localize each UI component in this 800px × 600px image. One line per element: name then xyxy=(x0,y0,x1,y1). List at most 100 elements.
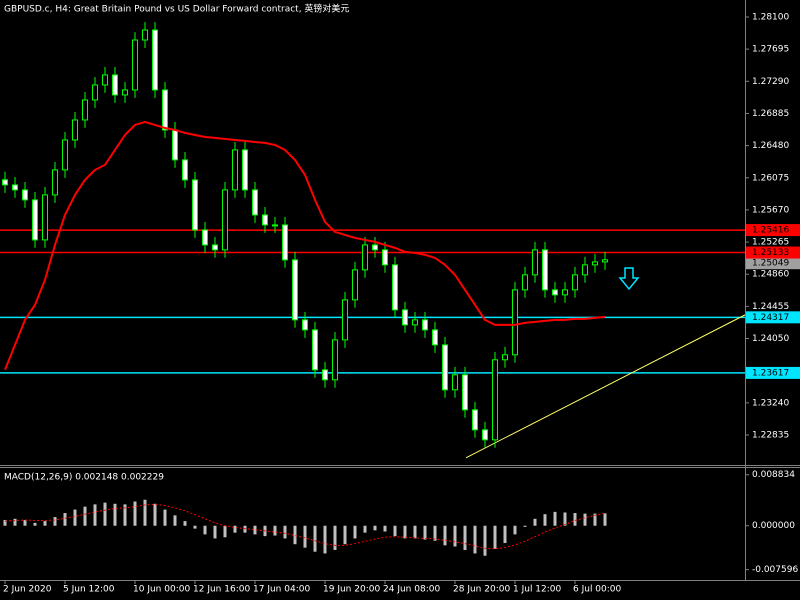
price-label-box xyxy=(746,224,800,237)
candle-body xyxy=(372,244,378,251)
candle-body xyxy=(452,374,458,391)
histogram-bar xyxy=(323,525,327,554)
histogram-bar xyxy=(583,513,587,526)
histogram-bar xyxy=(193,525,197,529)
histogram-bar xyxy=(163,509,167,526)
histogram-bar xyxy=(433,525,437,541)
histogram-bar xyxy=(63,513,67,526)
candle-body xyxy=(182,159,188,181)
histogram-bar xyxy=(103,502,107,526)
y-tick-label: 1.27695 xyxy=(752,45,789,55)
histogram-bar xyxy=(543,514,547,526)
candle-body xyxy=(272,224,278,227)
price-label: 1.25133 xyxy=(752,248,789,258)
candle-body xyxy=(542,249,548,291)
x-tick-label: 10 Jun 00:00 xyxy=(133,585,190,595)
histogram-bar xyxy=(93,504,97,526)
y-tick-label: 1.22835 xyxy=(752,430,789,440)
candle-body xyxy=(132,39,138,91)
candle-body xyxy=(592,261,598,266)
candle-body xyxy=(282,224,288,261)
candle-body xyxy=(262,214,268,226)
histogram-bar xyxy=(373,525,377,531)
histogram-bar xyxy=(173,515,177,526)
candle-body xyxy=(602,259,608,263)
candle-body xyxy=(512,289,518,356)
histogram-bar xyxy=(403,525,407,539)
candle-body xyxy=(362,244,368,271)
y-tick-label: 1.25670 xyxy=(752,205,789,215)
y-tick-label: 0.008834 xyxy=(752,470,795,480)
histogram-bar xyxy=(13,518,17,526)
histogram-bar xyxy=(143,499,147,526)
candle-body xyxy=(112,74,118,96)
histogram-bar xyxy=(353,525,357,539)
histogram-bar xyxy=(233,525,237,533)
y-tick-label: -0.007596 xyxy=(752,565,798,575)
histogram-bar xyxy=(3,519,7,526)
candle-body xyxy=(32,199,38,241)
sell-arrow xyxy=(618,267,640,291)
y-tick-label: 1.25265 xyxy=(752,238,789,248)
histogram-bar xyxy=(573,513,577,526)
price-label: 1.24317 xyxy=(752,313,789,323)
candle-body xyxy=(212,244,218,251)
candle-body xyxy=(442,344,448,391)
histogram-bar xyxy=(463,525,467,550)
histogram-bar xyxy=(283,525,287,539)
histogram-bar xyxy=(423,525,427,540)
histogram-bar xyxy=(213,525,217,539)
x-tick-label: 5 Jun 12:00 xyxy=(63,585,115,595)
histogram-bar xyxy=(503,525,507,544)
candle-body xyxy=(232,149,238,191)
candle-body xyxy=(82,99,88,121)
x-tick-label: 6 Jul 00:00 xyxy=(573,585,622,595)
candle-body xyxy=(292,259,298,321)
moving-average xyxy=(4,120,606,371)
candle-body xyxy=(252,189,258,216)
price-label: 1.25416 xyxy=(752,226,789,236)
histogram-bar xyxy=(33,522,37,526)
candle-body xyxy=(462,374,468,411)
candle-body xyxy=(172,129,178,161)
histogram-bar xyxy=(553,511,557,526)
histogram-bar xyxy=(413,525,417,539)
candle-body xyxy=(72,119,78,141)
histogram-bar xyxy=(383,525,387,532)
histogram-bar xyxy=(243,525,247,533)
candle-body xyxy=(432,329,438,346)
histogram-bar xyxy=(343,525,347,545)
candle-body xyxy=(302,319,308,331)
x-tick-label: 24 Jun 08:00 xyxy=(383,585,440,595)
price-label: 1.25049 xyxy=(752,259,789,269)
y-tick-label: 1.26885 xyxy=(752,109,789,119)
indicator-label: MACD(12,26,9) 0.002148 0.002229 xyxy=(4,473,164,483)
candle-body xyxy=(352,269,358,301)
candle-body xyxy=(192,179,198,231)
histogram-bar xyxy=(533,518,537,526)
candle-body xyxy=(562,289,568,296)
histogram-bar xyxy=(493,525,497,549)
histogram-bar xyxy=(53,517,57,526)
candle-body xyxy=(312,329,318,371)
candle-body xyxy=(522,274,528,291)
histogram-bar xyxy=(333,525,337,550)
histogram-bar xyxy=(23,519,27,526)
candle-body xyxy=(482,429,488,441)
trend-line xyxy=(465,314,746,459)
candle-body xyxy=(222,189,228,251)
candle-body xyxy=(412,319,418,326)
candle-body xyxy=(12,184,18,191)
candle-body xyxy=(52,169,58,196)
histogram-bar xyxy=(513,525,517,535)
candle-body xyxy=(402,309,408,326)
x-tick-label: 17 Jun 04:00 xyxy=(253,585,310,595)
y-tick-label: 1.24455 xyxy=(752,302,789,312)
candle-body xyxy=(242,149,248,191)
y-tick-label: 1.26480 xyxy=(752,141,789,151)
histogram-bar xyxy=(563,512,567,526)
price-label: 1.23617 xyxy=(752,368,789,378)
candle-body xyxy=(202,229,208,246)
x-tick-label: 28 Jun 20:00 xyxy=(453,585,510,595)
